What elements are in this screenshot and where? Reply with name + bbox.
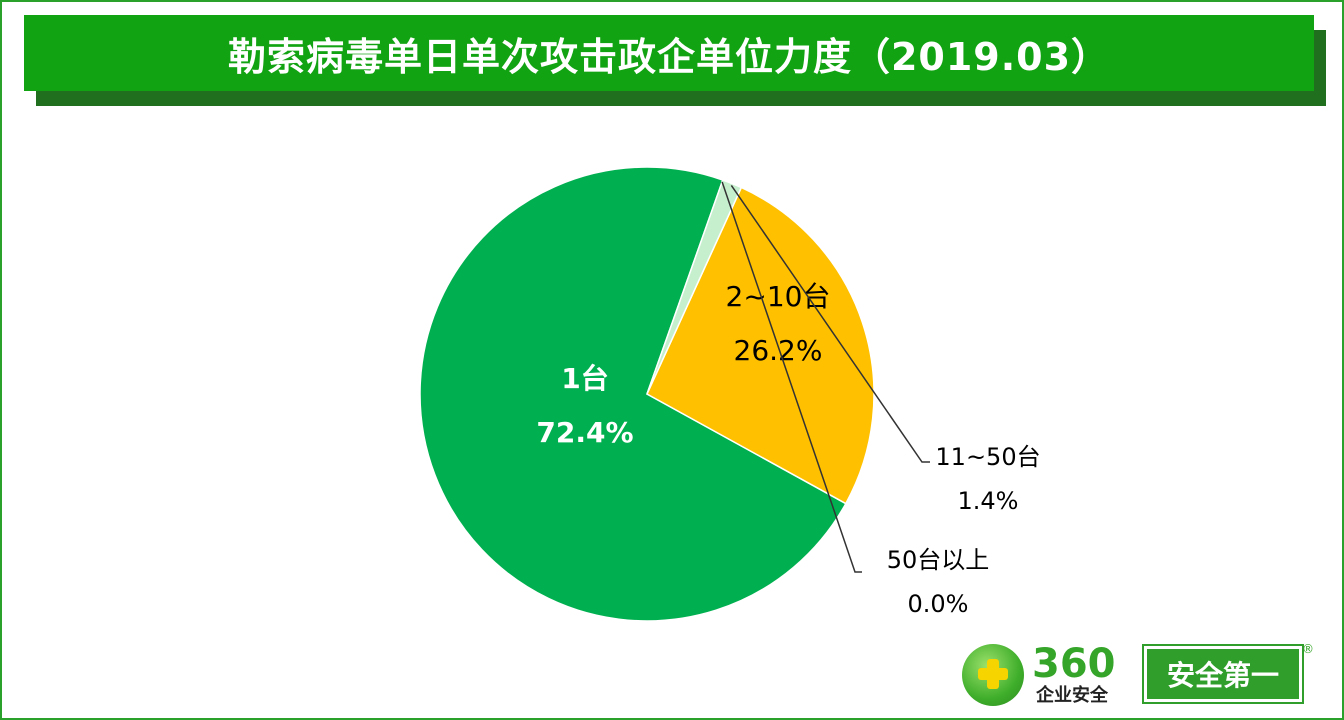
slice-label-11-50: 11~50台 (935, 443, 1040, 471)
brand-logo: 360 企业安全 安全第一 ® (962, 640, 1314, 710)
logo-sub-text: 企业安全 (1036, 685, 1108, 706)
pie-slice-2-10 (646, 186, 875, 505)
leader-line-50-plus (721, 181, 862, 573)
slice-value-11-50: 1.4% (958, 487, 1019, 515)
registered-mark: ® (1302, 642, 1314, 656)
slice-value-2-10: 26.2% (734, 334, 823, 367)
title-bar: 勒索病毒单日单次攻击政企单位力度（2019.03） (24, 15, 1314, 91)
pie-slice-1 (419, 166, 847, 622)
slice-label-50-plus: 50台以上 (887, 546, 990, 574)
chart-title: 勒索病毒单日单次攻击政企单位力度（2019.03） (227, 34, 1111, 79)
leader-line-11-50 (730, 184, 930, 463)
slice-label-2-10: 2~10台 (726, 280, 831, 313)
pie-slice-11-50 (646, 179, 743, 395)
slice-value-50-plus: 0.0% (908, 590, 969, 618)
plus-logo-icon (962, 644, 1024, 706)
slice-label-1: 1台 (561, 362, 608, 395)
slice-value-1: 72.4% (536, 416, 633, 449)
logo-slogan: 安全第一 (1142, 644, 1304, 704)
logo-brand-text: 360 (1032, 641, 1116, 687)
